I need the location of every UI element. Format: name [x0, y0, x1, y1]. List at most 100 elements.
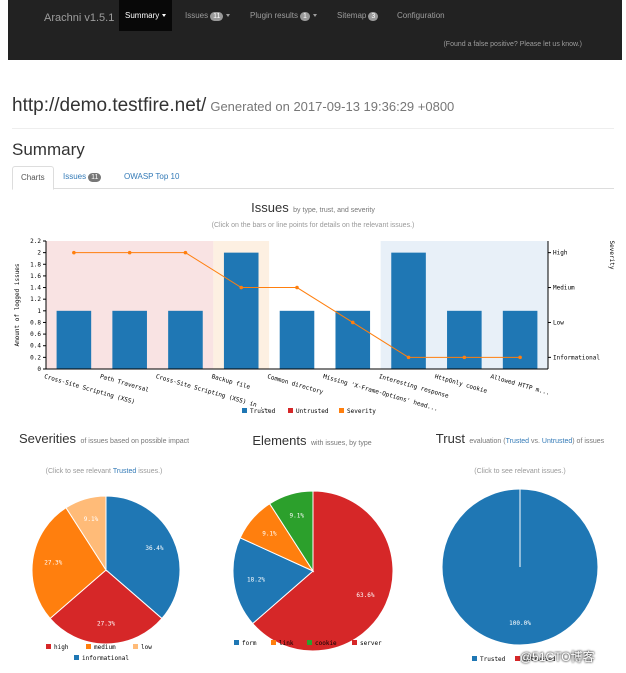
- nav-sitemap[interactable]: Sitemap 3: [331, 0, 384, 31]
- severity-point[interactable]: [462, 355, 467, 360]
- bar-trusted[interactable]: [56, 310, 92, 369]
- pie-slice-low[interactable]: [65, 495, 107, 572]
- divider: [12, 128, 614, 129]
- y-tick-label: 2.2: [30, 238, 41, 245]
- y2-axis-label: Severity: [608, 241, 615, 270]
- severities-hint-text: (Click to see relevant Trusted issues.): [45, 468, 163, 475]
- legend-label: informational: [82, 655, 129, 662]
- y-tick-label: 1.4: [30, 285, 41, 292]
- y2-tick-label: Informational: [553, 354, 600, 361]
- elements-chart-heading: Elements with issues, by type: [214, 432, 410, 450]
- severities-chart-heading: Severities of issues based on possible i…: [6, 432, 202, 449]
- summary-heading: Summary: [12, 140, 85, 159]
- pie-slice-cookie[interactable]: [269, 490, 314, 573]
- pie-slice-informational[interactable]: [105, 495, 181, 620]
- brand-name[interactable]: Arachni v1.5.1: [44, 12, 115, 24]
- nav-issues[interactable]: Issues 11: [179, 0, 236, 31]
- pie-slice-label: 27.3%: [44, 559, 62, 566]
- bar-trusted[interactable]: [223, 252, 259, 369]
- y-tick-label: 1.6: [30, 273, 41, 280]
- severity-point[interactable]: [295, 285, 299, 290]
- tab-issues-badge: 11: [88, 173, 102, 182]
- y2-tick-label: Low: [553, 319, 564, 326]
- legend-swatch: [271, 640, 276, 645]
- bar-trusted[interactable]: [502, 310, 538, 369]
- x-category-label: Common directory: [266, 373, 324, 396]
- tab-charts[interactable]: Charts: [12, 166, 54, 190]
- nav-summary[interactable]: Summary: [119, 0, 173, 31]
- y-tick-label: 1: [37, 308, 41, 315]
- tab-charts-label: Charts: [21, 173, 45, 182]
- severity-point[interactable]: [239, 285, 244, 290]
- severity-point[interactable]: [350, 320, 355, 325]
- legend-swatch: [515, 656, 520, 661]
- legend-label: Untrusted: [523, 656, 556, 663]
- tab-owasp-top-10[interactable]: OWASP Top 10: [116, 166, 187, 188]
- bar-trusted[interactable]: [279, 310, 315, 369]
- trust-chart-subtitle: evaluation (Trusted vs. Untrusted) of is…: [469, 438, 604, 445]
- pie-slice-server[interactable]: [251, 490, 394, 652]
- trust-chart-title: Trust: [435, 431, 465, 446]
- severities-hint-trusted-link[interactable]: Trusted: [112, 468, 137, 475]
- watermark: @51CTO博客: [520, 650, 595, 664]
- site-url: http://demo.testfire.net/: [12, 95, 207, 116]
- bar-trusted[interactable]: [391, 252, 426, 369]
- elements-chart-subtitle: with issues, by type: [310, 440, 372, 447]
- legend-label: Untrusted: [296, 408, 329, 415]
- false-positive-link[interactable]: (Found a false positive? Please let us k…: [443, 41, 582, 48]
- severity-point[interactable]: [72, 250, 76, 255]
- top-navbar: Arachni v1.5.1 Summary Issues 11 Plugin r…: [8, 0, 622, 60]
- generated-timestamp: Generated on 2017-09-13 19:36:29 +0800: [210, 99, 455, 114]
- legend-label: link: [279, 640, 294, 647]
- severities-chart-title: Severities: [18, 431, 77, 446]
- severity-point[interactable]: [183, 250, 188, 255]
- trust-subtitle-trusted-link[interactable]: Trusted: [505, 438, 530, 445]
- severity-point[interactable]: [406, 355, 411, 360]
- legend-swatch: [288, 408, 293, 413]
- nav-summary-label: Summary: [125, 11, 160, 20]
- bar-trusted[interactable]: [168, 310, 203, 369]
- nav-configuration-label: Configuration: [397, 11, 445, 20]
- trust-subtitle-post: ) of issues: [572, 438, 605, 445]
- bar-trusted[interactable]: [447, 310, 482, 369]
- pie-slice-label: 36.4%: [145, 545, 163, 552]
- elements-pie-chart: 63.6% 18.2% 9.1% 9.1% form link cookie server: [232, 490, 394, 652]
- nav-issues-label: Issues: [185, 11, 209, 20]
- severities-pie-chart: 36.4% 27.3% 27.3% 9.1% high medium low informat…: [31, 495, 181, 662]
- pie-slice-label: 9.1%: [290, 513, 305, 520]
- trust-subtitle-untrusted-link[interactable]: Untrusted: [541, 438, 573, 445]
- legend-label: Trusted: [480, 656, 506, 663]
- legend-swatch: [86, 644, 91, 649]
- page-title: http://demo.testfire.net/Generated on 20…: [12, 95, 454, 117]
- legend-label: high: [54, 644, 69, 651]
- sitemap-count-badge: 3: [368, 12, 379, 21]
- legend-swatch: [46, 644, 51, 649]
- x-category-label: Cross-Site Scripting (XSS): [43, 373, 135, 406]
- x-category-label: Allowed HTTP m...: [490, 373, 551, 397]
- nav-sitemap-label: Sitemap: [337, 11, 367, 20]
- nav-plugin-results[interactable]: Plugin results 1: [244, 0, 323, 31]
- pie-slice-form[interactable]: [232, 537, 314, 625]
- nav-plugin-results-label: Plugin results: [250, 11, 299, 20]
- pie-slice-medium[interactable]: [31, 507, 107, 620]
- pie-slice-label: 9.1%: [262, 530, 277, 537]
- y2-tick-label: High: [553, 250, 568, 257]
- tab-issues[interactable]: Issues 11: [55, 166, 109, 188]
- y-tick-label: 0.2: [30, 354, 41, 361]
- pie-slice-label: 63.6%: [356, 592, 374, 599]
- pie-slice-label: 27.3%: [97, 620, 115, 627]
- nav-configuration[interactable]: Configuration: [391, 0, 451, 31]
- bar-trusted[interactable]: [335, 310, 371, 369]
- trust-subtitle-pre: evaluation (: [469, 438, 506, 445]
- pie-slice-high[interactable]: [49, 569, 163, 645]
- legend-label: low: [141, 644, 152, 651]
- legend-swatch: [352, 640, 357, 645]
- severity-point[interactable]: [518, 355, 522, 360]
- chevron-down-icon: [162, 14, 167, 18]
- chevron-down-icon: [226, 14, 231, 18]
- y-tick-label: 1.8: [30, 261, 41, 268]
- summary-tabs: Charts Issues 11 OWASP Top 10: [12, 166, 614, 190]
- severity-point[interactable]: [127, 250, 132, 255]
- bar-trusted[interactable]: [112, 310, 147, 369]
- severities-chart-hint: (Click to see relevant Trusted issues.): [6, 468, 202, 475]
